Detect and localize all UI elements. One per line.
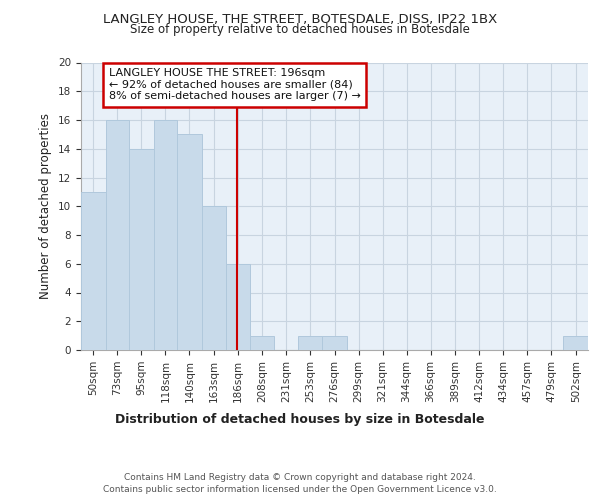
Bar	[202, 206, 226, 350]
Text: Contains HM Land Registry data © Crown copyright and database right 2024.: Contains HM Land Registry data © Crown c…	[124, 472, 476, 482]
Y-axis label: Number of detached properties: Number of detached properties	[40, 114, 52, 299]
Bar	[563, 336, 588, 350]
Bar	[226, 264, 250, 350]
Text: LANGLEY HOUSE THE STREET: 196sqm
← 92% of detached houses are smaller (84)
8% of: LANGLEY HOUSE THE STREET: 196sqm ← 92% o…	[109, 68, 361, 102]
Bar	[129, 149, 154, 350]
Bar	[106, 120, 129, 350]
Bar	[81, 192, 106, 350]
Bar	[250, 336, 274, 350]
Bar	[322, 336, 347, 350]
Text: LANGLEY HOUSE, THE STREET, BOTESDALE, DISS, IP22 1BX: LANGLEY HOUSE, THE STREET, BOTESDALE, DI…	[103, 12, 497, 26]
Bar	[177, 134, 202, 350]
Bar	[154, 120, 177, 350]
Text: Contains public sector information licensed under the Open Government Licence v3: Contains public sector information licen…	[103, 485, 497, 494]
Bar	[298, 336, 322, 350]
Text: Distribution of detached houses by size in Botesdale: Distribution of detached houses by size …	[115, 412, 485, 426]
Text: Size of property relative to detached houses in Botesdale: Size of property relative to detached ho…	[130, 22, 470, 36]
